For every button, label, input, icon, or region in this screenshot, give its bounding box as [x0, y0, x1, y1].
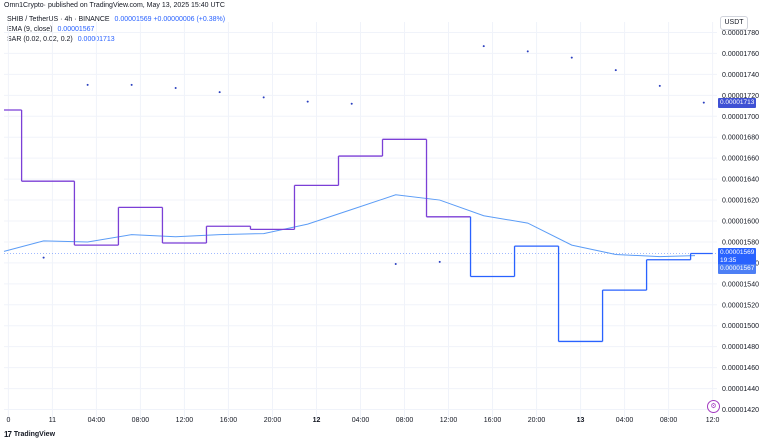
sar-dot [394, 262, 397, 265]
chart-grid [4, 22, 717, 420]
x-tick-label: 16:00 [484, 417, 502, 424]
sar-dot [218, 91, 221, 94]
y-tick-label: 0.00001740 [722, 72, 759, 79]
legend-symbol-value: 0.00001569 +0.00000006 (+0.38%) [114, 16, 226, 23]
y-tick-label: 0.00001540 [722, 281, 759, 288]
ema-price-tag: 0.00001567 [718, 264, 757, 275]
x-tick-label: 08:00 [132, 417, 150, 424]
sar-dot [130, 83, 133, 86]
brand-name: TradingView [13, 431, 56, 438]
x-tick-label: 20:00 [264, 417, 282, 424]
x-tick-label: 11 [49, 417, 56, 424]
x-tick-label: 20:00 [528, 417, 546, 424]
sar-dot [174, 86, 177, 89]
sar-dot [482, 45, 485, 48]
currency-selector[interactable]: USDT [720, 16, 748, 30]
y-tick-label: 0.00001620 [722, 198, 759, 205]
sar-dot [570, 56, 573, 59]
sar-dot [702, 101, 705, 104]
legend-ema-label: EMA (9, close) [7, 26, 53, 33]
sar-dot [42, 256, 45, 259]
sar-dot [614, 69, 617, 72]
y-tick-label: 0.00001680 [722, 135, 759, 142]
sar-dot [526, 50, 529, 53]
legend-symbol: SHIB / TetherUS · 4h · BINANCE [7, 16, 110, 23]
y-tick-label: 0.00001700 [722, 114, 759, 121]
bar-countdown: 19:35 [720, 257, 737, 265]
y-tick-label: 0.00001760 [722, 51, 759, 58]
last-price-value: 0.00001569 [720, 249, 755, 257]
price-axis: 0.00001780 0.00001760 0.00001740 0.00001720… [722, 30, 759, 414]
x-tick-label: 04:00 [88, 417, 106, 424]
y-tick-label: 0.00001660 [722, 156, 759, 163]
x-tick-label: 08:00 [660, 417, 678, 424]
x-tick-label: 08:00 [396, 417, 414, 424]
tradingview-brand[interactable]: 17 TradingView [4, 430, 55, 439]
y-tick-label: 0.00001580 [722, 239, 759, 246]
y-tick-label: 0.00001480 [722, 344, 759, 351]
y-tick-label: 0.00001460 [722, 365, 759, 372]
x-tick-label: 0 [6, 417, 10, 424]
sar-dot [350, 102, 353, 105]
x-tick-label: 16:00 [220, 417, 238, 424]
sar-price-tag: 0.00001713 [718, 97, 757, 108]
ema-line [3, 194, 696, 258]
legend-ema-value: 0.00001567 [57, 26, 95, 33]
tradingview-logo: 17 [4, 430, 12, 439]
x-tick-label: 13 [577, 417, 585, 424]
sar-dot [658, 84, 661, 87]
gear-icon[interactable]: ⚙ [707, 400, 720, 413]
y-tick-label: 0.00001500 [722, 323, 759, 330]
x-tick-label: 12:0 [706, 417, 720, 424]
publisher-line: Omn1Crypto· published on TradingView.com… [4, 2, 225, 9]
sar-dot [86, 83, 89, 86]
x-tick-label: 12 [313, 417, 321, 424]
y-tick-label: 0.00001780 [722, 30, 759, 37]
y-tick-label: 0.00001420 [722, 407, 759, 414]
y-tick-label: 0.00001600 [722, 219, 759, 226]
legend-symbol-row[interactable]: SHIB / TetherUS · 4h · BINANCE 0.0000156… [7, 15, 225, 25]
sar-dot [306, 100, 309, 103]
chart-series [3, 45, 717, 343]
y-tick-label: 0.00001640 [722, 177, 759, 184]
sar-dot [262, 96, 265, 99]
y-tick-label: 0.00001520 [722, 302, 759, 309]
x-tick-label: 12:00 [176, 417, 194, 424]
x-tick-label: 04:00 [352, 417, 370, 424]
y-tick-label: 0.00001720 [722, 93, 759, 100]
time-axis: 0 11 04:00 08:00 12:00 16:00 20:00 12 04:00 08:00… [6, 417, 719, 424]
legend-ema-row[interactable]: EMA (9, close) 0.00001567 [7, 25, 225, 35]
x-tick-label: 12:00 [440, 417, 458, 424]
sar-dot [438, 260, 441, 263]
last-price-tag: 0.00001569 19:35 [718, 248, 757, 267]
x-tick-label: 04:00 [616, 417, 634, 424]
y-tick-label: 0.00001440 [722, 386, 759, 393]
legend-sar-label: SAR (0.02, 0.02, 0.2) [7, 36, 73, 43]
